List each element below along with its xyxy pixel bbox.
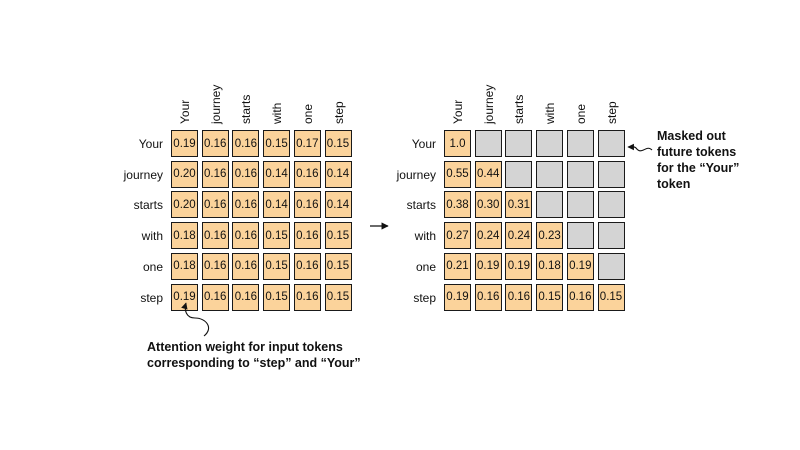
masked-note-line-3: for the “Your”	[657, 161, 740, 175]
weight-cell: 0.55	[444, 160, 471, 188]
attention-note-pointer	[181, 302, 209, 337]
masked-cell	[566, 191, 594, 219]
weight-cell: 0.16	[566, 283, 594, 311]
weight-cell: 0.16	[293, 222, 321, 250]
weight-cell: 0.14	[324, 160, 352, 188]
row-label-starts: starts	[133, 198, 163, 213]
weight-cell: 0.16	[293, 252, 321, 280]
weight-cell: 0.38	[444, 191, 471, 219]
weight-cell: 0.16	[505, 283, 533, 311]
weight-cell: 0.19	[474, 252, 502, 280]
weight-cell: 0.16	[201, 160, 229, 188]
weight-cell: 0.18	[536, 252, 564, 280]
weight-cell: 0.44	[474, 160, 502, 188]
masked-cell	[597, 252, 625, 280]
row-label-with: with	[141, 229, 163, 244]
weight-cell: 0.16	[232, 130, 260, 157]
weight-cell: 0.15	[263, 252, 291, 280]
weight-cell: 1.0	[444, 130, 471, 157]
weight-cell: 0.15	[324, 222, 352, 250]
row-label-one: one	[142, 259, 163, 274]
weight-cell: 0.16	[232, 252, 260, 280]
row-label-journey: journey	[396, 167, 436, 182]
row-label-your: Your	[411, 137, 436, 151]
weight-cell: 0.14	[324, 191, 352, 219]
masked-cell	[597, 222, 625, 250]
masked-note-line-4: token	[657, 177, 691, 191]
masked-cell	[566, 160, 594, 188]
row-label-step: step	[413, 290, 436, 305]
masked-tokens-note: Masked out future tokens for the “Your” …	[657, 128, 739, 192]
weight-cell: 0.15	[324, 130, 352, 157]
weight-cell: 0.19	[566, 252, 594, 280]
masked-cell	[536, 130, 564, 157]
weight-cell: 0.31	[505, 191, 533, 219]
weight-cell: 0.18	[171, 252, 198, 280]
weight-cell: 0.16	[232, 191, 260, 219]
masked-cell	[505, 130, 533, 157]
masked-cell	[597, 191, 625, 219]
masked-cell	[474, 130, 502, 157]
weight-cell: 0.16	[293, 191, 321, 219]
row-label-with: with	[414, 229, 436, 244]
weight-cell: 0.16	[201, 222, 229, 250]
attention-note-line-2: corresponding to “step” and “Your”	[147, 356, 361, 370]
weight-cell: 0.27	[444, 222, 471, 250]
masked-cell	[505, 160, 533, 188]
weight-cell: 0.20	[171, 160, 198, 188]
masked-cell	[566, 222, 594, 250]
weight-cell: 0.15	[324, 283, 352, 311]
weight-cell: 0.21	[444, 252, 471, 280]
weight-cell: 0.15	[324, 252, 352, 280]
row-label-starts: starts	[406, 198, 436, 213]
masked-cell	[566, 130, 594, 157]
weight-cell: 0.15	[536, 283, 564, 311]
masked-note-line-1: Masked out	[657, 129, 726, 143]
masked-cell	[536, 160, 564, 188]
masked-cell	[536, 191, 564, 219]
weight-cell: 0.16	[201, 283, 229, 311]
attention-note-line-1: Attention weight for input tokens	[147, 340, 343, 354]
weight-cell: 0.19	[444, 283, 471, 311]
weight-cell: 0.16	[232, 283, 260, 311]
weight-cell: 0.20	[171, 191, 198, 219]
weight-cell: 0.15	[263, 130, 291, 157]
masked-note-line-2: future tokens	[657, 145, 737, 159]
weight-cell: 0.15	[263, 222, 291, 250]
weight-cell: 0.24	[505, 222, 533, 250]
weight-cell: 0.24	[474, 222, 502, 250]
weight-cell: 0.16	[474, 283, 502, 311]
row-label-your: Your	[138, 137, 163, 151]
weight-cell: 0.16	[201, 130, 229, 157]
attention-weight-note: Attention weight for input tokens corres…	[147, 339, 361, 371]
weight-cell: 0.14	[263, 191, 291, 219]
weight-cell: 0.15	[263, 283, 291, 311]
weight-cell: 0.16	[201, 191, 229, 219]
weight-cell: 0.16	[293, 283, 321, 311]
weight-cell: 0.19	[171, 283, 198, 311]
weight-cell: 0.30	[474, 191, 502, 219]
weight-cell: 0.14	[263, 160, 291, 188]
row-label-one: one	[415, 259, 436, 274]
weight-cell: 0.16	[232, 160, 260, 188]
masked-note-pointer	[627, 143, 653, 152]
masked-cell	[597, 130, 625, 157]
weight-cell: 0.15	[597, 283, 625, 311]
weight-cell: 0.17	[293, 130, 321, 157]
weight-cell: 0.16	[201, 252, 229, 280]
masked-cell	[597, 160, 625, 188]
weight-cell: 0.16	[232, 222, 260, 250]
weight-cell: 0.16	[293, 160, 321, 188]
weight-cell: 0.23	[536, 222, 564, 250]
weight-cell: 0.19	[505, 252, 533, 280]
row-label-journey: journey	[123, 167, 163, 182]
weight-cell: 0.18	[171, 222, 198, 250]
row-label-step: step	[140, 290, 163, 305]
weight-cell: 0.19	[171, 130, 198, 157]
